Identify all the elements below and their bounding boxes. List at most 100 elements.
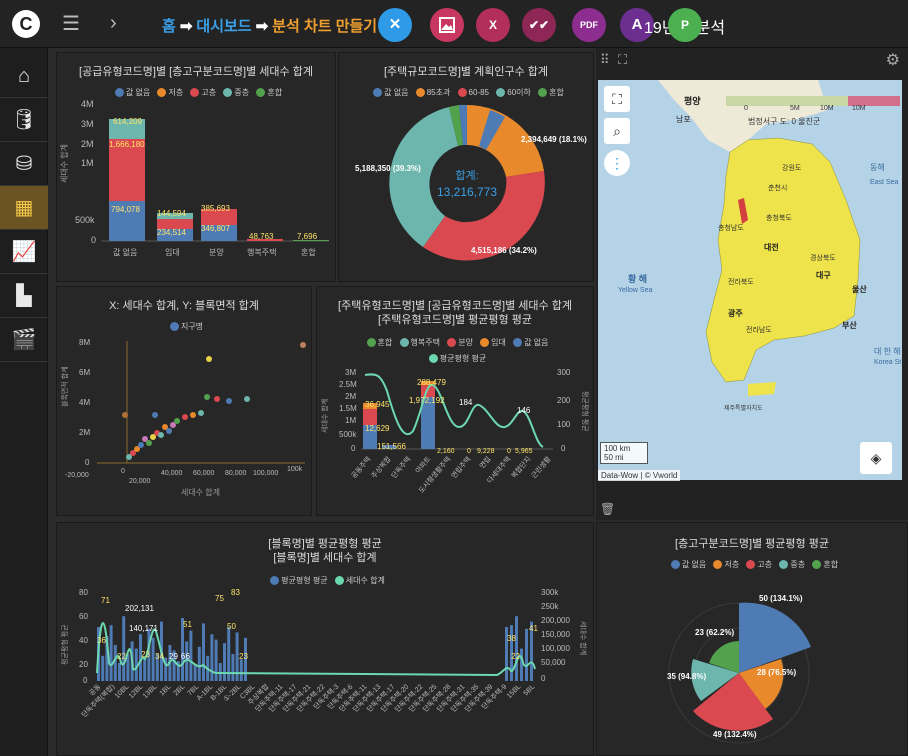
pie-slice[interactable] [691, 659, 739, 701]
bar[interactable] [382, 445, 396, 449]
bar[interactable] [105, 636, 109, 681]
bar[interactable] [134, 648, 138, 681]
bar[interactable] [210, 634, 214, 681]
chevron-right-icon[interactable]: › [110, 12, 117, 34]
drag-handle-icon[interactable]: ⠿ [600, 52, 610, 67]
bar[interactable] [109, 201, 145, 241]
close-button[interactable]: ✕ [378, 8, 412, 42]
data-point[interactable] [300, 342, 306, 348]
legend-item[interactable]: 값 없음 [524, 338, 549, 347]
search-icon[interactable]: ⌕ [604, 118, 630, 144]
data-point[interactable] [170, 422, 176, 428]
bar[interactable] [201, 209, 237, 225]
pie-slice[interactable] [459, 104, 467, 145]
data-point[interactable] [122, 412, 128, 418]
bar[interactable] [218, 663, 222, 681]
bar[interactable] [197, 646, 201, 681]
pie-slice[interactable] [739, 602, 811, 673]
legend-item[interactable]: 85초과 [426, 88, 451, 97]
map-attribution[interactable]: Data-Wow | © Vworld [598, 470, 681, 481]
data-point[interactable] [162, 424, 168, 430]
data-point[interactable] [204, 394, 210, 400]
dashboard-icon[interactable]: ▙ [0, 274, 48, 318]
legend-item[interactable]: 혼합 [267, 88, 283, 97]
line-series[interactable] [96, 622, 536, 677]
bar[interactable] [157, 213, 193, 219]
line-series[interactable] [364, 373, 544, 448]
bar[interactable] [126, 654, 130, 681]
legend-item[interactable]: 고층 [757, 560, 773, 569]
data-point[interactable] [146, 440, 152, 446]
legend-item[interactable]: 60이하 [507, 88, 531, 97]
bar[interactable] [185, 641, 189, 681]
data-point[interactable] [198, 410, 204, 416]
bar[interactable] [172, 650, 176, 681]
bar[interactable] [227, 627, 231, 681]
bar[interactable] [109, 119, 145, 139]
pie-slice[interactable] [423, 171, 545, 261]
legend-item[interactable]: 행복주택 [410, 338, 440, 347]
gear-icon[interactable]: ⚙ [885, 52, 900, 69]
data-point[interactable] [226, 398, 232, 404]
bar[interactable] [143, 659, 147, 681]
bar[interactable] [235, 632, 239, 681]
bar[interactable] [530, 621, 533, 681]
add-chart-icon[interactable]: ▦ [0, 186, 48, 230]
bar[interactable] [363, 409, 377, 425]
pie-slice[interactable] [693, 673, 773, 731]
bar[interactable] [223, 643, 226, 681]
fullscreen-icon[interactable]: ⛶ [618, 52, 628, 67]
legend-item[interactable]: 분양 [458, 338, 473, 347]
bar[interactable] [515, 616, 518, 681]
legend-item[interactable]: 평균평형 평균 [281, 576, 328, 585]
database-add-icon[interactable]: ⛁ [0, 142, 48, 186]
data-point[interactable] [206, 356, 212, 362]
data-point[interactable] [152, 412, 158, 418]
pdf-export-button[interactable]: PDF [572, 8, 606, 42]
bar[interactable] [421, 381, 435, 385]
bar[interactable] [118, 663, 121, 681]
bar[interactable] [239, 659, 243, 681]
bar[interactable] [244, 637, 247, 681]
data-point[interactable] [134, 446, 140, 452]
clapperboard-icon[interactable]: 🎬 [0, 318, 48, 362]
more-vertical-icon[interactable]: ⋮ [604, 150, 630, 176]
bar[interactable] [363, 425, 377, 449]
legend-item[interactable]: 60-85 [468, 88, 490, 97]
bar[interactable] [164, 657, 168, 681]
legend-item[interactable]: 세대수 합계 [345, 576, 385, 585]
breadcrumb-dashboard[interactable]: 대시보드 [196, 18, 252, 35]
file-export-button[interactable]: P [668, 8, 702, 42]
data-point[interactable] [130, 450, 136, 456]
bar[interactable] [157, 219, 193, 229]
bar[interactable] [113, 645, 117, 681]
pie-slice[interactable] [479, 110, 505, 150]
image-export-button[interactable] [430, 8, 464, 42]
data-point[interactable] [150, 434, 156, 440]
data-point[interactable] [138, 442, 144, 448]
acrobat-button[interactable]: A [620, 8, 654, 42]
legend-item[interactable]: 중층 [234, 88, 250, 97]
bar[interactable] [421, 397, 435, 449]
menu-icon[interactable]: ☰ [62, 13, 80, 35]
app-logo[interactable]: C [12, 10, 40, 38]
data-point[interactable] [190, 412, 196, 418]
pie-slice[interactable] [449, 105, 463, 146]
data-point[interactable] [244, 396, 250, 402]
home-icon[interactable]: ⌂ [0, 54, 48, 98]
check-all-button[interactable]: ✔✔ [522, 8, 556, 42]
bar[interactable] [151, 637, 155, 681]
trash-icon[interactable]: 🗑 [600, 502, 616, 516]
legend-item[interactable]: 저층 [168, 88, 184, 97]
bar[interactable] [122, 616, 126, 681]
bar[interactable] [202, 623, 205, 681]
legend-item[interactable]: 값 없음 [125, 88, 151, 97]
database-icon[interactable]: 🛢 [0, 98, 48, 142]
legend-item[interactable]: 고층 [201, 88, 217, 97]
bar[interactable] [176, 661, 180, 681]
bar[interactable] [193, 664, 197, 681]
bar[interactable] [139, 634, 142, 681]
bar[interactable] [157, 229, 193, 241]
legend-item[interactable]: 값 없음 [681, 560, 707, 569]
legend-item[interactable]: 지구명 [180, 322, 204, 331]
